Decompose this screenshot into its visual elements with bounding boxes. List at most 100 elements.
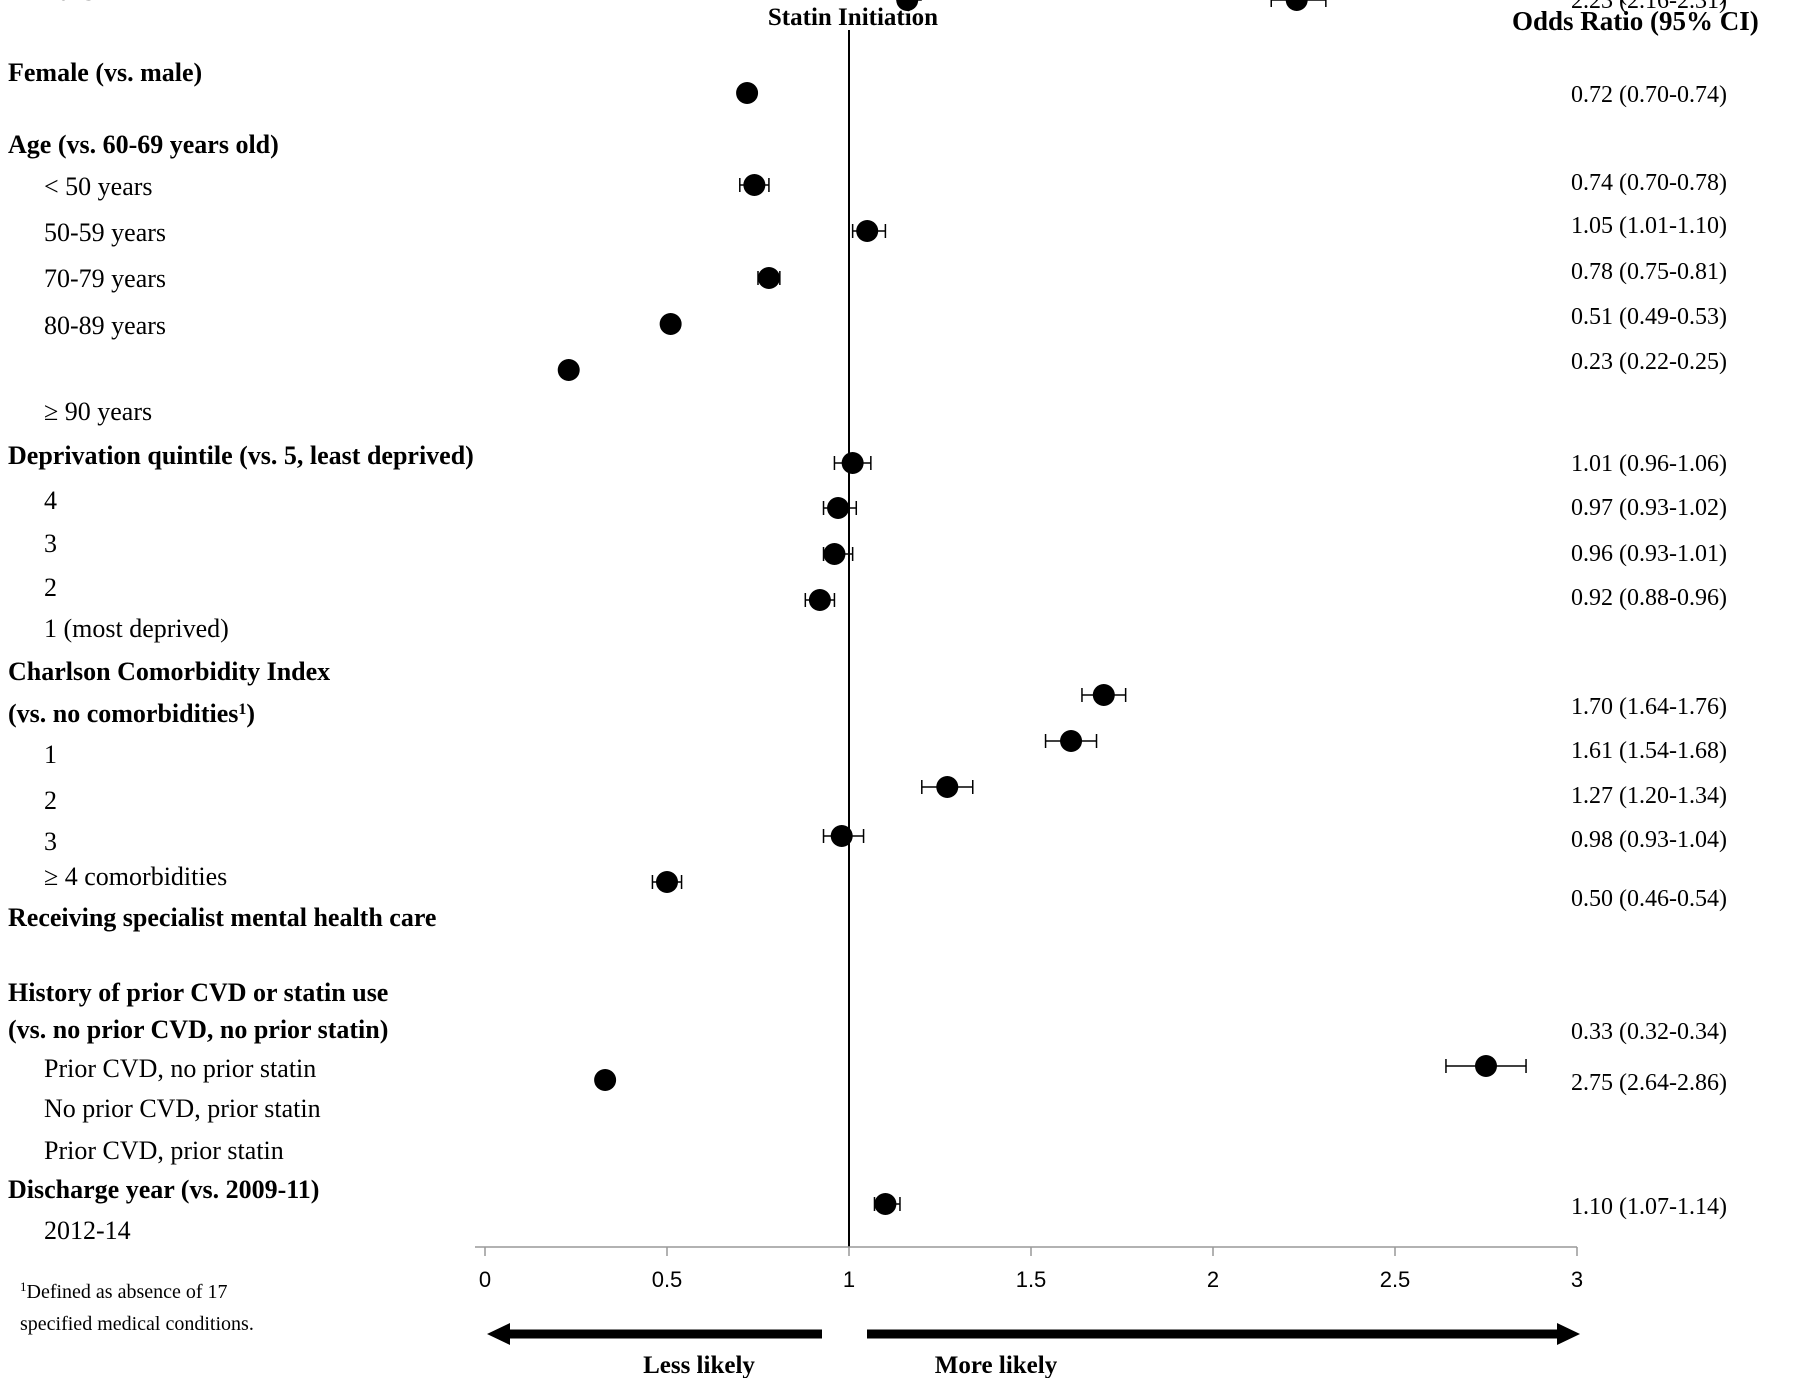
row-label-text: < 50 years	[44, 172, 153, 201]
footnote-line-2: specified medical conditions.	[20, 1313, 254, 1335]
ci-text: 1.05 (1.01-1.10)	[1571, 213, 1727, 239]
odds-ratio-point	[841, 452, 864, 474]
row-label-text: 2012-14	[44, 1216, 131, 1245]
odds-ratio-point	[856, 220, 879, 242]
odds-ratio-point	[830, 825, 853, 847]
rows: Female (vs. male) 0.72 (0.70-0.74) Age (vs…	[8, 0, 1727, 1245]
row: (vs. no comorbidities1)	[8, 699, 255, 728]
ci-text: 1.70 (1.64-1.76)	[1571, 694, 1727, 720]
row-label: Charlson Comorbidity Index	[8, 657, 330, 686]
row: 2012-14 1.10 (1.07-1.14)	[44, 1193, 1727, 1245]
odds-ratio-point	[757, 267, 780, 289]
ci-text: 0.78 (0.75-0.81)	[1571, 259, 1727, 285]
row-label: History of prior CVD or statin use	[8, 978, 388, 1007]
row-label-text: Prior CVD, no prior statin	[44, 1054, 316, 1083]
row-label: (vs. no prior CVD, no prior statin)	[8, 1015, 388, 1044]
row: 70-79 years 0.78 (0.75-0.81)	[44, 259, 1727, 293]
footnote: 1Defined as absence of 17 specified medic…	[20, 1279, 254, 1336]
ci-text: 0.98 (0.93-1.04)	[1571, 827, 1727, 853]
ci-text: 0.74 (0.70-0.78)	[1571, 170, 1727, 196]
row: Prior CVD, no prior statin 0.33 (0.32-0.3…	[44, 1019, 1727, 1091]
row: 2015-17 1.16 (1.13-1.20)	[44, 0, 1727, 11]
row: 80-89 years 0.51 (0.49-0.53)	[44, 304, 1727, 340]
ci-text: 0.97 (0.93-1.02)	[1571, 495, 1727, 521]
odds-ratio-point	[874, 1193, 897, 1215]
row-label-text: No prior CVD, prior statin	[44, 1094, 321, 1123]
odds-ratio-point	[1092, 684, 1115, 706]
row-label: 3	[44, 827, 57, 856]
row: Discharge year (vs. 2009-11)	[8, 1175, 319, 1204]
row: 2 0.96 (0.93-1.01)	[44, 541, 1727, 602]
ci-text: 0.33 (0.32-0.34)	[1571, 1019, 1727, 1045]
row-label: 70-79 years	[44, 264, 166, 293]
ci-text: 1.10 (1.07-1.14)	[1571, 1194, 1727, 1220]
row-label-text: (vs. no comorbidities	[8, 699, 238, 728]
row-label-text: History of prior CVD or statin use	[8, 978, 388, 1007]
row-label-text: Deprivation quintile (vs. 5, least depri…	[8, 441, 474, 470]
odds-ratio-point	[896, 0, 919, 11]
odds-ratio-point	[743, 174, 766, 196]
odds-ratio-point	[823, 543, 846, 565]
ci-text: 2.23 (2.16-2.31)	[1571, 0, 1727, 14]
row-label-text: Charlson Comorbidity Index	[8, 657, 330, 686]
ci-text: 1.27 (1.20-1.34)	[1571, 783, 1727, 809]
less-likely-arrowhead	[487, 1323, 510, 1345]
row: 3 1.27 (1.20-1.34)	[44, 776, 1727, 856]
row-label: Receiving specialist mental health care	[8, 903, 436, 932]
ci-text: 1.16 (1.13-1.20)	[1571, 0, 1727, 6]
row: < 50 years 0.74 (0.70-0.78)	[44, 170, 1727, 201]
row: ≥ 90 years 0.23 (0.22-0.25)	[44, 349, 1727, 426]
ci-text: 0.92 (0.88-0.96)	[1571, 585, 1727, 611]
ci-text: 0.23 (0.22-0.25)	[1571, 349, 1727, 375]
ci-text: 2.75 (2.64-2.86)	[1571, 1070, 1727, 1096]
row-label: Deprivation quintile (vs. 5, least depri…	[8, 441, 474, 470]
more-likely-label: More likely	[935, 1352, 1058, 1378]
x-tick-label: 3	[1571, 1267, 1583, 1292]
row-label-text: (vs. no prior CVD, no prior statin)	[8, 1015, 388, 1044]
ci-text: 1.01 (0.96-1.06)	[1571, 451, 1727, 477]
row: 3 0.97 (0.93-1.02)	[44, 495, 1727, 558]
row-label: (vs. no comorbidities1)	[8, 699, 255, 728]
row-label-text: ≥ 90 years	[44, 397, 152, 426]
row-label-text: Discharge year (vs. 2009-11)	[8, 1175, 319, 1204]
row-label-text: Prior CVD, prior statin	[44, 1136, 284, 1165]
row: Charlson Comorbidity Index	[8, 657, 330, 686]
x-tick-label: 1.5	[1016, 1267, 1047, 1292]
odds-ratio-point	[827, 497, 850, 519]
row-label: Age (vs. 60-69 years old)	[8, 130, 279, 159]
row-label-text: Receiving specialist mental health care	[8, 903, 436, 932]
row-label-text: Female (vs. male)	[8, 58, 202, 87]
row-label-suffix: )	[246, 699, 255, 728]
row-label-text: 2	[44, 786, 57, 815]
row: Receiving specialist mental health care 0…	[8, 871, 1727, 932]
footnote-marker: 1	[20, 1279, 27, 1294]
row-label: Female (vs. male)	[8, 58, 202, 87]
row-label: No prior CVD, prior statin	[44, 1094, 321, 1123]
row: Age (vs. 60-69 years old)	[8, 130, 279, 159]
x-tick-label: 2.5	[1380, 1267, 1411, 1292]
row-label-text: 4	[44, 486, 57, 515]
row: 50-59 years 1.05 (1.01-1.10)	[44, 213, 1727, 247]
row-label: 2	[44, 573, 57, 602]
row-label: ≥ 4 comorbidities	[44, 862, 227, 891]
row-label: 4	[44, 486, 57, 515]
row-label: 1	[44, 740, 57, 769]
odds-ratio-point	[1475, 1055, 1497, 1077]
row-label: 2012-14	[44, 1216, 131, 1245]
row: Prior CVD, prior statin 2.23 (2.16-2.31)	[44, 0, 1727, 1165]
row-label: 1 (most deprived)	[44, 614, 229, 643]
row-label-text: 80-89 years	[44, 311, 166, 340]
row-label-text: 50-59 years	[44, 218, 166, 247]
row-label: Prior CVD, prior statin	[44, 1136, 284, 1165]
row: Deprivation quintile (vs. 5, least depri…	[8, 441, 474, 470]
row-label: 2	[44, 786, 57, 815]
row-label-text: 1 (most deprived)	[44, 614, 229, 643]
odds-ratio-point	[1285, 0, 1308, 11]
row-label: ≥ 90 years	[44, 397, 152, 426]
footnote-text: Defined as absence of 17	[27, 1281, 228, 1303]
x-axis: 0 0.5 1 1.5 2 2.5 3	[475, 1246, 1583, 1292]
odds-ratio-point	[557, 359, 580, 381]
row-label: 50-59 years	[44, 218, 166, 247]
row-label-text: Age (vs. 60-69 years old)	[8, 130, 279, 159]
